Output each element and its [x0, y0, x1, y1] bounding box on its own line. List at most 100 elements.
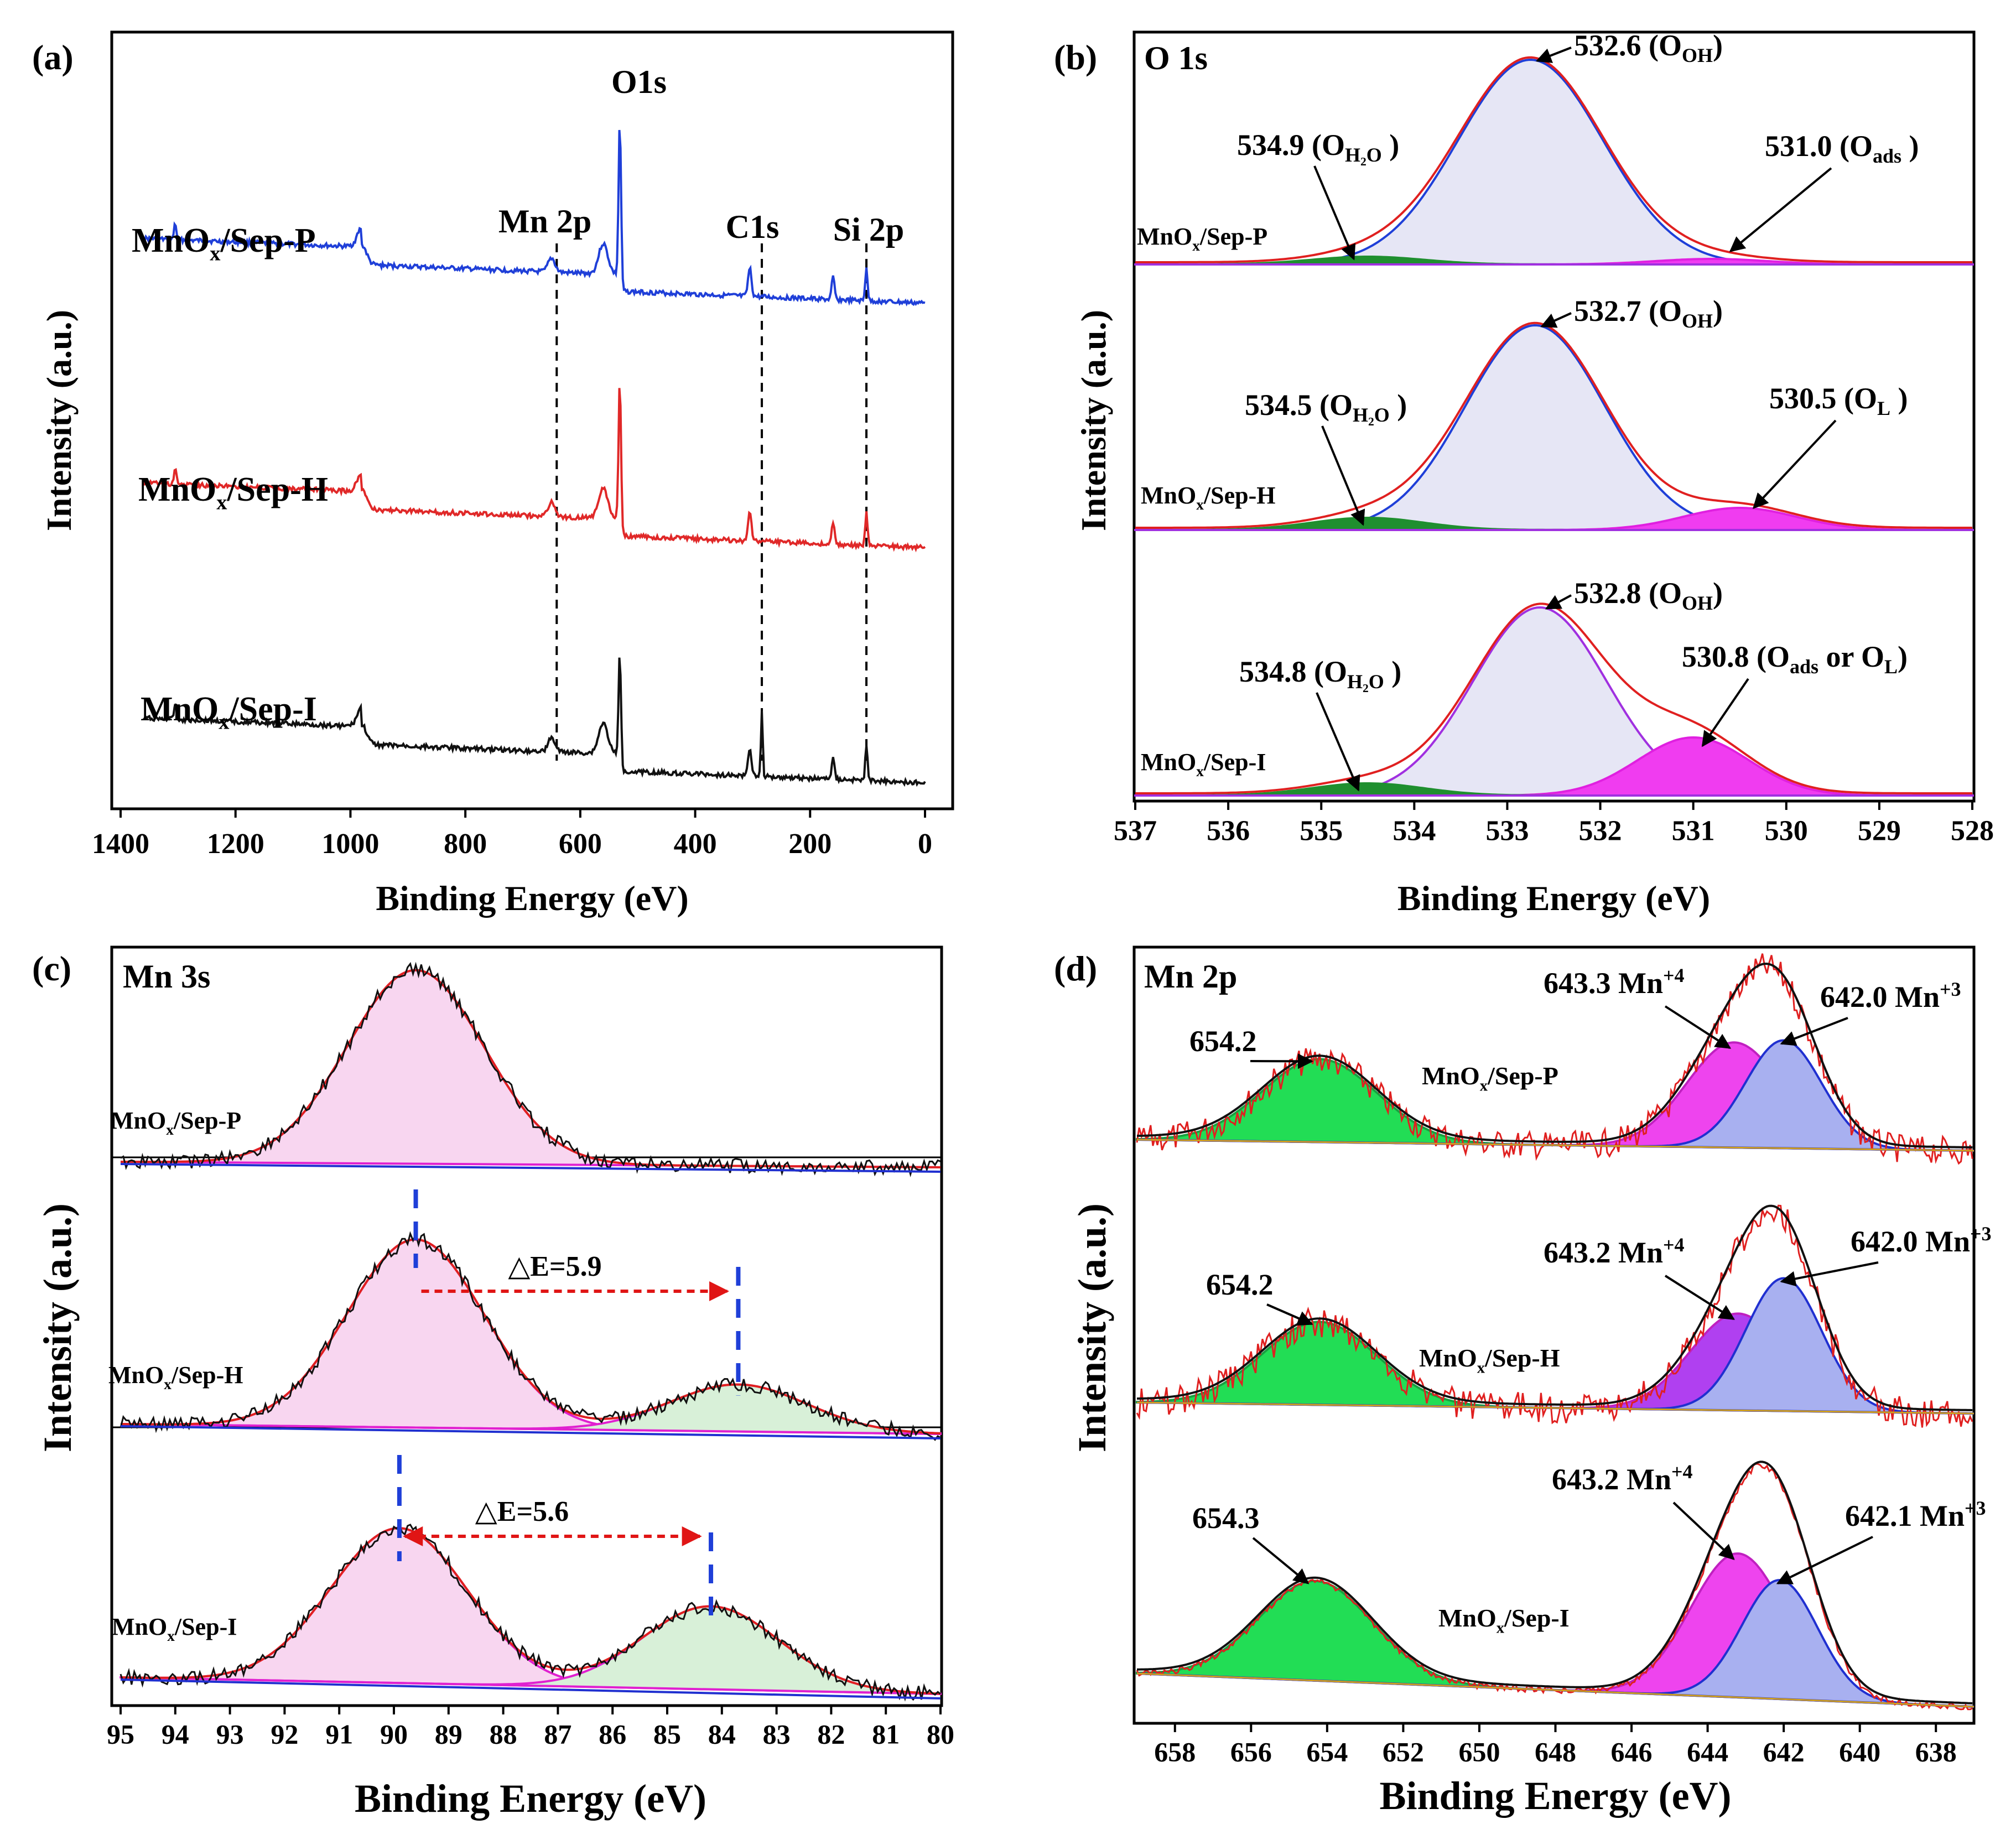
peak-label-low: 530.8 (Oads or OL) — [1682, 640, 1908, 678]
x-tick-label: 532 — [1579, 815, 1622, 847]
x-tick-label: 86 — [599, 1719, 626, 1750]
plot-frame — [1132, 945, 1976, 1725]
annotation-arrow — [1780, 1017, 1848, 1046]
x-axis-label: Binding Energy (eV) — [1397, 879, 1710, 918]
spectrum-title: Mn 3s — [123, 958, 210, 995]
plot-frame — [110, 945, 943, 1707]
annotation-arrow — [1321, 425, 1365, 526]
sample-label: MnOx/Sep-P — [111, 1107, 241, 1138]
x-tick-label: 534 — [1393, 815, 1436, 847]
annotation-arrow — [1701, 678, 1749, 747]
x-tick-label: 1000 — [321, 828, 379, 860]
sample-label: MnOx/Sep-I — [112, 1613, 237, 1644]
x-tick-label: 528 — [1951, 815, 1994, 847]
panel-b-o1s-spectrum: (b) O 1s 537 536 535 534 533 532 531 530 529 528 Bin… — [1054, 29, 1994, 918]
x-tick-label: 642 — [1763, 1737, 1805, 1768]
peak-label-mn4: 643.3 Mn+4 — [1544, 964, 1685, 1000]
sample-label: MnOx/Sep-I — [1141, 749, 1266, 779]
x-tick-label: 400 — [674, 828, 717, 860]
mn3s-main-component — [120, 969, 941, 1168]
x-tick-label: 600 — [559, 828, 602, 860]
sample-label: MnOx/Sep-H — [108, 1361, 243, 1392]
x-tick-label: 638 — [1915, 1737, 1957, 1768]
baseline — [120, 1425, 941, 1439]
panel-label: (c) — [32, 949, 71, 988]
x-tick-label: 94 — [162, 1719, 189, 1750]
peak-label-oh: 532.8 (OOH) — [1574, 576, 1723, 614]
envelope-fit — [1136, 963, 1973, 1148]
x-axis-label: Binding Energy (eV) — [355, 1776, 706, 1821]
envelope-fit — [1135, 56, 1972, 263]
x-tick-label: 87 — [544, 1719, 571, 1750]
sample-label: MnOx/Sep-H — [1141, 482, 1275, 513]
annotation-arrow — [1776, 1536, 1873, 1584]
x-tick-label: 1400 — [92, 828, 149, 860]
peak-label-mn4: 643.2 Mn+4 — [1544, 1234, 1685, 1269]
baseline — [120, 1163, 941, 1173]
peak-label-satellite: 654.2 — [1206, 1268, 1274, 1301]
x-tick-label: 85 — [653, 1719, 681, 1750]
annotation-arrow — [1780, 1261, 1879, 1287]
annotation-arrow — [1664, 1275, 1735, 1321]
x-tick-label: 81 — [872, 1719, 900, 1750]
peak-label: C1s — [726, 209, 780, 245]
peak-label-low: 531.0 (Oads ) — [1765, 129, 1919, 167]
x-tick-label: 640 — [1839, 1737, 1880, 1768]
x-tick-label: 88 — [490, 1719, 517, 1750]
baseline — [1136, 1401, 1975, 1415]
x-tick-label: 200 — [788, 828, 832, 860]
x-tick-label: 93 — [216, 1719, 244, 1750]
peak-label: Mn 2p — [498, 203, 591, 240]
x-axis-label: Binding Energy (eV) — [376, 879, 688, 918]
envelope-fit — [1135, 321, 1972, 529]
peak-label-oh: 532.6 (OOH) — [1574, 29, 1723, 66]
peak-label-mn3: 642.1 Mn+3 — [1845, 1497, 1986, 1532]
peak-label-satellite: 654.2 — [1189, 1025, 1257, 1058]
panel-d-mn2p-spectrum: (d) Mn 2p 658 656 654 652 650 648 646 644 642 640 63… — [1054, 945, 1992, 1818]
annotation-arrow — [1316, 692, 1360, 792]
peak-label: O1s — [611, 64, 667, 100]
x-tick-label: 654 — [1306, 1737, 1348, 1768]
sample-label: MnOx/Sep-P — [132, 222, 316, 266]
x-tick-label: 83 — [763, 1719, 791, 1750]
x-tick-label: 92 — [271, 1719, 298, 1750]
raw-data — [120, 962, 941, 1178]
y-axis-label: Intensity (a.u.) — [39, 310, 79, 531]
panel-label: (b) — [1054, 38, 1097, 77]
baseline — [1136, 1139, 1975, 1152]
survey-line-MnOx/Sep-I — [143, 657, 926, 787]
x-tick-label: 80 — [927, 1719, 954, 1750]
x-tick-label: 95 — [107, 1719, 134, 1750]
y-axis-label: Intensity (a.u.) — [35, 1203, 80, 1452]
x-tick-label: 529 — [1858, 815, 1901, 847]
peak-label-satellite: 654.3 — [1192, 1501, 1260, 1535]
peak-label: Si 2p — [833, 211, 904, 248]
envelope-fit — [1136, 1204, 1973, 1411]
x-tick-label: 536 — [1207, 815, 1250, 847]
peak-label-mn3: 642.0 Mn+3 — [1851, 1223, 1992, 1258]
peak-label-oh: 532.7 (OOH) — [1574, 294, 1723, 332]
sample-label: MnOx/Sep-P — [1137, 223, 1267, 254]
annotation-arrow — [1672, 1501, 1735, 1561]
x-tick-label: 90 — [380, 1719, 408, 1750]
annotation-arrow — [1540, 312, 1572, 328]
x-tick-label: 89 — [435, 1719, 463, 1750]
x-tick-label: 531 — [1672, 815, 1715, 847]
annotation-arrow — [1535, 46, 1572, 63]
sample-label: MnOx/Sep-H — [1419, 1344, 1560, 1377]
y-axis-label: Intensity (a.u.) — [1074, 310, 1113, 531]
sample-label: MnOx/Sep-H — [138, 471, 328, 514]
envelope-fit — [1137, 1461, 1973, 1704]
delta-e-label: △E=5.9 — [508, 1251, 601, 1282]
plot-frame — [110, 30, 954, 810]
annotation-arrow — [1545, 594, 1572, 610]
survey-line-MnOx/Sep-H — [142, 388, 926, 553]
x-tick-label: 533 — [1485, 815, 1529, 847]
peak-label-mn3: 642.0 Mn+3 — [1820, 978, 1961, 1014]
x-tick-label: 800 — [444, 828, 487, 860]
peak-label-h2o: 534.8 (OH₂O ) — [1239, 655, 1401, 693]
x-tick-label: 537 — [1114, 815, 1157, 847]
x-tick-label: 91 — [325, 1719, 353, 1750]
panel-label: (d) — [1054, 949, 1097, 988]
